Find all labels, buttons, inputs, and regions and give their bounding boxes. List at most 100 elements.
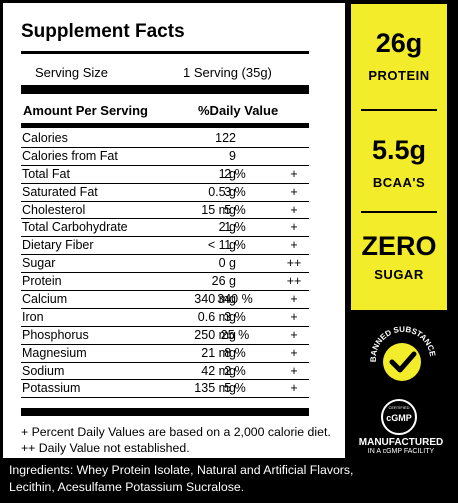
- nutrient-footnote-flag: +: [290, 220, 298, 235]
- nutrient-name: Calories from Fat: [22, 148, 118, 163]
- highlights-panel: 26g PROTEIN 5.5g BCAA'S ZERO SUGAR: [351, 4, 447, 310]
- nutrient-row: Magnesium 21 mg 8 % +: [21, 345, 309, 363]
- nutrient-footnote-flag: +: [290, 381, 298, 396]
- nutrient-daily-value: 1 %: [224, 220, 246, 235]
- nutrient-footnote-flag: +: [290, 363, 298, 378]
- nutrient-daily-value: 2 %: [224, 166, 246, 181]
- cgmp-badge: CERTIFIED cGMP: [381, 399, 417, 435]
- cgmp-certified-text: CERTIFIED: [388, 405, 409, 410]
- nutrient-footnote-flag: +: [290, 292, 298, 307]
- footnote-daily-values: + Percent Daily Values are based on a 2,…: [21, 425, 331, 439]
- nutrient-row: Iron 0.6 mg 3 % +: [21, 309, 309, 327]
- cgmp-subtitle: IN A cGMP FACILITY: [367, 448, 435, 455]
- nutrient-amount: 21 mg: [201, 345, 236, 360]
- serving-size-value: 1 Serving (35g): [183, 65, 272, 80]
- nutrient-name: Phosphorus: [22, 327, 89, 342]
- footer-divider: [21, 408, 309, 416]
- nutrient-footnote-flag: +: [290, 309, 298, 324]
- nutrient-row: Phosphorus 250 mg 25 % +: [21, 327, 309, 345]
- nutrient-row: Calcium 340 mg 340 % +: [21, 291, 309, 309]
- nutrient-amount: 15 mg: [201, 202, 236, 217]
- ingredients-text: Ingredients: Whey Protein Isolate, Natur…: [9, 463, 354, 494]
- nutrient-amount: 2 g: [218, 220, 236, 235]
- daily-value-header: %Daily Value: [198, 103, 279, 118]
- nutrient-row: Potassium 135 mg 5 % +: [21, 380, 309, 399]
- title-divider: [21, 51, 309, 54]
- nutrient-daily-value: 5 %: [224, 202, 246, 217]
- protein-value: 26g: [375, 28, 423, 58]
- nutrient-footnote-flag: +: [290, 184, 298, 199]
- footnotes: + Percent Daily Values are based on a 2,…: [21, 424, 331, 456]
- nutrient-footnote-flag: +: [290, 238, 298, 253]
- nutrient-daily-value: 25 %: [220, 327, 250, 342]
- nutrient-amount: 9: [229, 148, 236, 163]
- highlight-divider-2: [361, 211, 437, 213]
- nutrient-name: Sugar: [22, 256, 56, 271]
- nutrient-row: Cholesterol 15 mg 5 % +: [21, 202, 309, 220]
- nutrient-row: Calories from Fat 9: [21, 148, 309, 166]
- nutrient-amount: 122: [215, 131, 236, 145]
- header-divider: [21, 123, 309, 128]
- protein-label: PROTEIN: [368, 68, 430, 83]
- sugar-label: SUGAR: [374, 267, 424, 282]
- nutrient-name: Saturated Fat: [22, 184, 98, 199]
- sugar-value: ZERO: [361, 231, 437, 261]
- banned-substance-free-badge: BANNED SUBSTANCE FREE: [362, 318, 437, 381]
- nutrient-daily-value: 2 %: [224, 363, 246, 378]
- nutrient-footnote-flag: +: [290, 166, 298, 181]
- nutrient-row: Protein 26 g ++: [21, 273, 309, 292]
- nutrient-daily-value: 3 %: [224, 184, 246, 199]
- amount-per-serving-header: Amount Per Serving: [23, 103, 148, 118]
- cgmp-seal-icon: [381, 399, 417, 435]
- bcaa-value: 5.5g: [371, 135, 427, 165]
- nutrient-amount: 1 g: [218, 166, 236, 181]
- nutrient-amount: 340 mg: [194, 292, 236, 307]
- serving-divider: [21, 85, 309, 94]
- nutrient-footnote-flag: ++: [286, 256, 302, 271]
- nutrient-row: Sugar 0 g ++: [21, 255, 309, 274]
- nutrient-amount: 0.5 g: [208, 184, 236, 199]
- nutrient-name: Total Carbohydrate: [22, 220, 128, 235]
- nutrient-footnote-flag: ++: [286, 274, 302, 289]
- supplement-facts-panel: Supplement Facts Serving Size 1 Serving …: [3, 3, 345, 458]
- nutrient-name: Magnesium: [22, 345, 87, 360]
- cgmp-caption: MANUFACTURED IN A cGMP FACILITY: [356, 437, 446, 455]
- nutrient-name: Calcium: [22, 292, 68, 307]
- badge-circle: [383, 343, 421, 381]
- nutrient-rows: Calories 122 Calories from Fat 9 Total Fat 1 …: [21, 130, 309, 399]
- nutrient-row: Sodium 42 mg 2 % +: [21, 363, 309, 381]
- cgmp-title: MANUFACTURED: [358, 437, 444, 448]
- nutrient-row: Calories 122: [21, 130, 309, 148]
- nutrient-daily-value: 340 %: [217, 292, 253, 307]
- footnote-not-established: ++ Daily Value not established.: [21, 441, 190, 455]
- nutrient-amount: 250 mg: [194, 327, 236, 342]
- nutrient-name: Calories: [22, 131, 68, 145]
- nutrient-footnote-flag: +: [290, 327, 298, 342]
- nutrient-name: Total Fat: [22, 166, 70, 181]
- nutrient-daily-value: 5 %: [224, 381, 246, 396]
- nutrient-amount: 0 g: [218, 256, 236, 271]
- nutrient-name: Cholesterol: [22, 202, 86, 217]
- nutrient-name: Dietary Fiber: [22, 238, 94, 253]
- serving-size-label: Serving Size: [35, 65, 108, 80]
- nutrient-amount: 26 g: [211, 274, 236, 289]
- nutrient-amount: 0.6 mg: [197, 309, 236, 324]
- nutrient-amount: < 1 g: [207, 238, 236, 253]
- nutrient-amount: 42 mg: [201, 363, 236, 378]
- nutrient-footnote-flag: +: [290, 345, 298, 360]
- facts-title: Supplement Facts: [21, 21, 185, 42]
- nutrient-name: Iron: [22, 309, 44, 324]
- nutrient-name: Protein: [22, 274, 62, 289]
- nutrient-daily-value: 3 %: [224, 309, 246, 324]
- nutrient-name: Potassium: [22, 381, 81, 396]
- nutrient-footnote-flag: +: [290, 202, 298, 217]
- cgmp-center-text: cGMP: [386, 413, 412, 423]
- nutrient-name: Sodium: [22, 363, 65, 378]
- check-icon: [389, 351, 417, 373]
- nutrient-daily-value: 8 %: [224, 345, 246, 360]
- nutrient-amount: 135 mg: [194, 381, 236, 396]
